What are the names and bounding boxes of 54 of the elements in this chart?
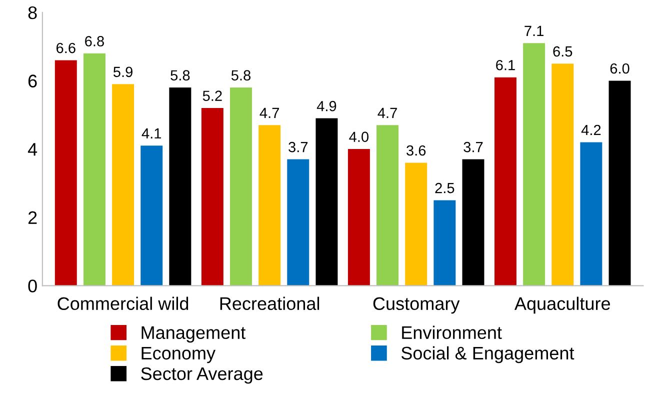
y-tick-label: 0 bbox=[28, 280, 37, 292]
bar bbox=[348, 149, 370, 286]
legend-label: Management bbox=[142, 326, 246, 343]
x-tick-label: Customary bbox=[373, 297, 460, 314]
x-tick-label: Recreational bbox=[220, 296, 320, 310]
data-label: 6.0 bbox=[610, 63, 630, 74]
bar bbox=[112, 84, 134, 286]
data-label: 5.8 bbox=[170, 70, 190, 81]
data-label: 2.5 bbox=[435, 182, 454, 194]
data-label: 4.1 bbox=[142, 128, 162, 138]
bar bbox=[316, 118, 338, 286]
bar bbox=[54, 60, 77, 286]
data-label: 5.2 bbox=[202, 90, 222, 102]
legend-label: Environment bbox=[402, 326, 502, 340]
data-label: 6.8 bbox=[85, 36, 104, 46]
bar bbox=[580, 142, 602, 286]
bar bbox=[258, 125, 281, 286]
y-tick-label: 6 bbox=[28, 74, 37, 88]
data-label: 6.6 bbox=[56, 42, 76, 54]
legend-label: Economy bbox=[142, 346, 216, 364]
data-label: 6.1 bbox=[496, 60, 515, 70]
data-label: 5.9 bbox=[113, 66, 132, 78]
data-label: 6.5 bbox=[553, 46, 572, 57]
data-label: 4.0 bbox=[349, 132, 369, 142]
bar bbox=[523, 43, 546, 286]
bar bbox=[608, 80, 631, 286]
y-tick-label: 4 bbox=[28, 143, 38, 156]
x-tick-label: Commercial wild bbox=[58, 296, 188, 310]
data-label: 3.7 bbox=[464, 142, 483, 152]
bar bbox=[287, 159, 310, 286]
data-label: 4.7 bbox=[260, 108, 279, 118]
y-tick-label: 2 bbox=[28, 211, 37, 224]
x-tick-label: Aquaculture bbox=[514, 296, 610, 314]
legend-label: Sector Average bbox=[141, 367, 263, 384]
bar bbox=[169, 88, 192, 286]
data-label: 3.7 bbox=[288, 142, 308, 152]
bar bbox=[376, 125, 399, 286]
bar bbox=[201, 108, 224, 286]
bar bbox=[140, 146, 163, 286]
data-label: 3.6 bbox=[406, 145, 426, 156]
bar bbox=[462, 159, 484, 286]
data-label: 7.1 bbox=[524, 26, 544, 36]
bar bbox=[494, 77, 516, 286]
y-tick-label: 8 bbox=[28, 6, 37, 20]
data-label: 4.7 bbox=[378, 108, 397, 118]
bar bbox=[552, 64, 574, 286]
bar bbox=[434, 200, 456, 286]
bar bbox=[405, 162, 428, 286]
data-label: 4.9 bbox=[316, 100, 336, 112]
legend-label: Social & Engagement bbox=[401, 346, 574, 364]
bar bbox=[230, 88, 252, 286]
data-label: 5.8 bbox=[231, 70, 250, 81]
bar bbox=[83, 53, 106, 286]
data-label: 4.2 bbox=[581, 124, 601, 136]
